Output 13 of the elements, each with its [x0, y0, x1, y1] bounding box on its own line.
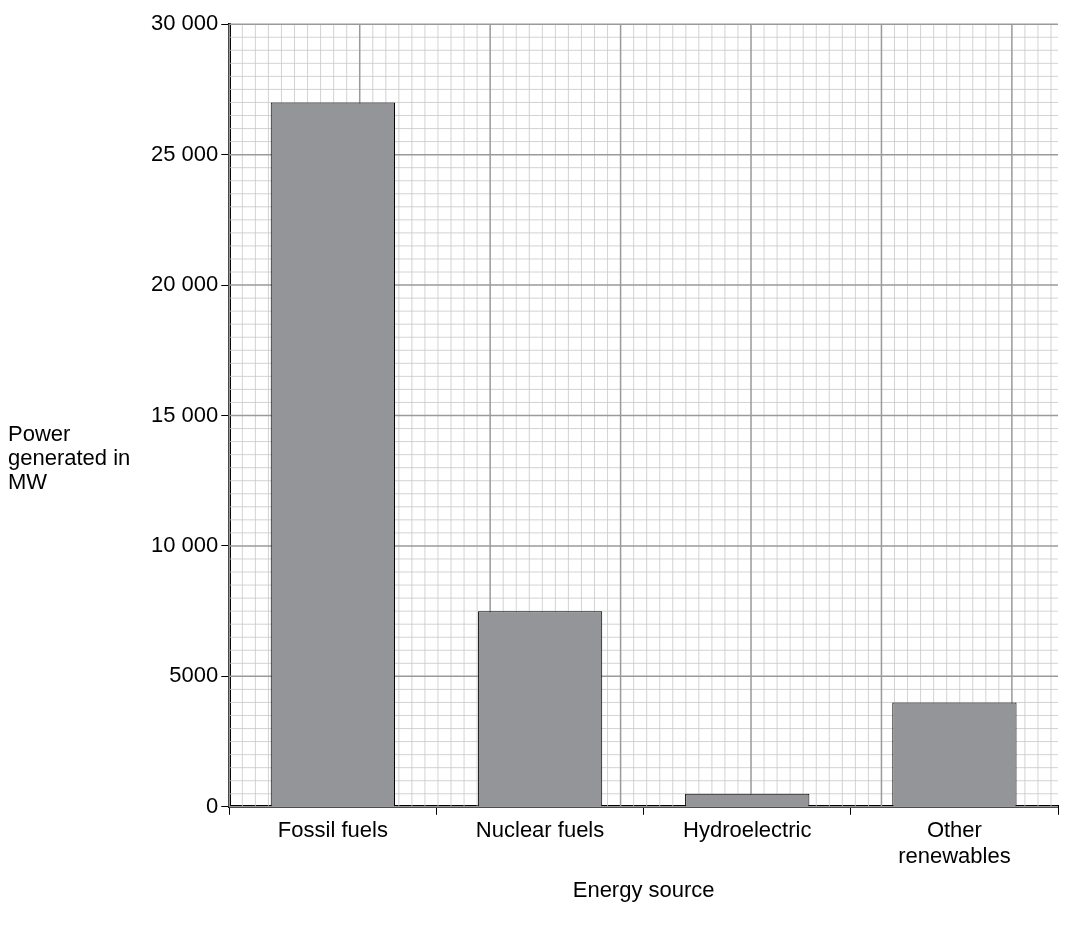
y-axis-title: Power generated in MW [8, 420, 132, 495]
y-tick-label: 25 000 [150, 140, 219, 166]
y-tick-label: 10 000 [150, 532, 219, 557]
y-tick-label: 30 000 [150, 10, 219, 36]
y-tick-label: 0 [206, 792, 219, 818]
x-tick-label: Hydroelectric [683, 817, 812, 843]
x-axis-title: Energy source [572, 876, 715, 902]
y-tick-label: 5000 [169, 662, 219, 688]
x-tick-label: Other renewables [898, 817, 1011, 869]
x-tick-label: Nuclear fuels [475, 817, 605, 843]
y-tick-label: 20 000 [150, 271, 219, 297]
y-tick-label: 15 000 [150, 401, 219, 427]
x-tick-label: Fossil fuels [277, 817, 388, 843]
